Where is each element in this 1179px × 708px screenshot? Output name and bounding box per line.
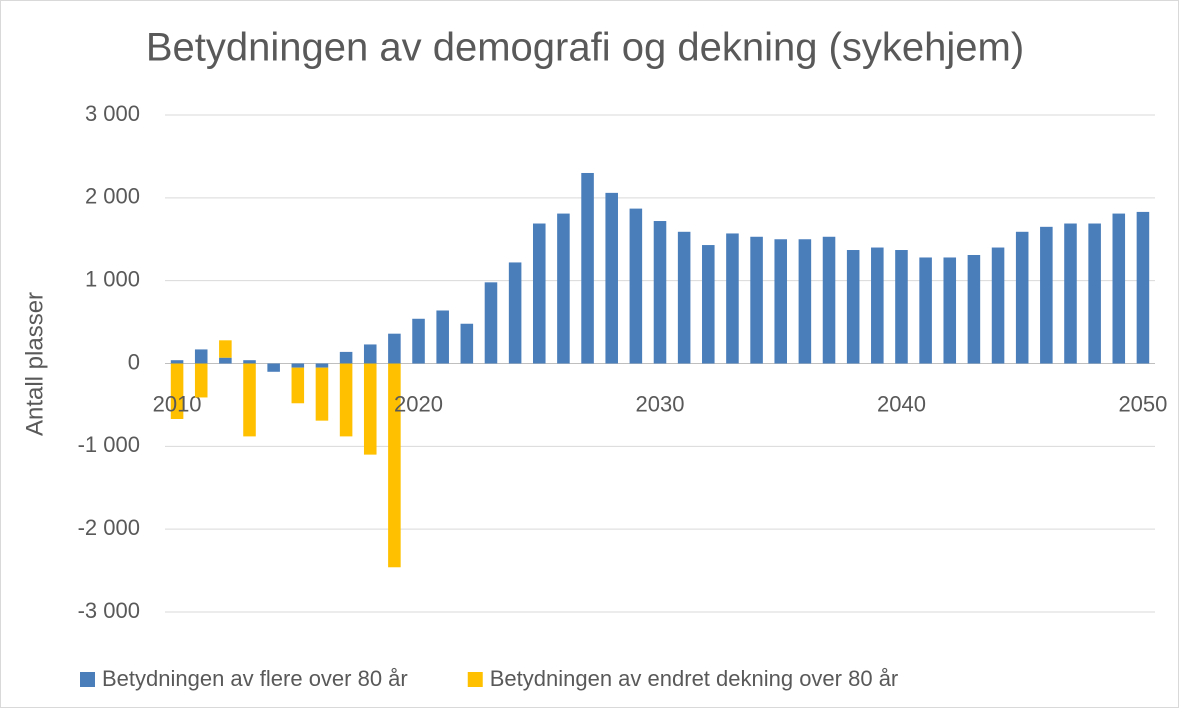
bar	[1112, 213, 1126, 364]
bar	[774, 239, 788, 364]
bar	[484, 282, 498, 364]
bar	[339, 351, 353, 364]
bar	[1040, 226, 1053, 364]
bar	[1015, 231, 1029, 364]
bar	[315, 367, 329, 421]
bar	[436, 310, 449, 364]
bar	[822, 236, 836, 364]
bar	[363, 344, 377, 364]
bar	[219, 340, 232, 358]
legend-label: Betydningen av flere over 80 år	[102, 666, 408, 691]
bar	[532, 223, 546, 364]
bar	[750, 236, 763, 364]
x-tick-label: 2040	[877, 391, 926, 416]
bar	[388, 333, 401, 364]
y-tick-label: 0	[128, 349, 140, 374]
bar	[991, 247, 1005, 364]
bar	[702, 245, 715, 364]
bar	[1088, 223, 1101, 364]
bar	[726, 233, 739, 364]
bar	[943, 257, 957, 364]
y-tick-label: -2 000	[78, 515, 140, 540]
y-tick-label: 1 000	[85, 266, 140, 291]
bar	[508, 262, 522, 364]
bar	[291, 367, 305, 404]
bar	[871, 247, 884, 364]
bar	[363, 363, 377, 455]
bar	[291, 363, 305, 368]
bar	[1064, 223, 1077, 364]
bar	[677, 231, 691, 364]
bar	[339, 363, 353, 437]
bar	[653, 221, 667, 364]
bar	[170, 363, 184, 419]
bar	[267, 363, 280, 372]
x-tick-label: 2050	[1118, 391, 1167, 416]
bar	[243, 363, 256, 437]
bar	[798, 239, 812, 364]
bar	[219, 357, 232, 364]
bar	[243, 360, 256, 364]
bar	[557, 213, 570, 364]
bar	[605, 192, 618, 364]
y-axis-label: Antall plasser	[21, 292, 48, 436]
bar	[846, 250, 860, 364]
legend-label: Betydningen av endret dekning over 80 år	[490, 666, 899, 691]
y-tick-label: -3 000	[78, 598, 140, 623]
bar	[194, 349, 208, 364]
y-tick-label: -1 000	[78, 432, 140, 457]
bar	[629, 208, 643, 364]
legend-swatch	[80, 672, 95, 687]
bar	[412, 318, 425, 364]
bar	[581, 172, 594, 364]
y-tick-label: 2 000	[85, 184, 140, 209]
x-tick-label: 2030	[636, 391, 685, 416]
bar	[460, 323, 474, 364]
chart-title: Betydningen av demografi og dekning (syk…	[146, 26, 1024, 70]
legend-swatch	[467, 672, 483, 687]
bar	[315, 363, 329, 368]
bar	[967, 254, 981, 364]
bar	[388, 363, 401, 568]
x-tick-label: 2010	[153, 391, 202, 416]
bar	[1136, 211, 1150, 364]
x-tick-label: 2020	[394, 391, 443, 416]
bar	[895, 250, 908, 364]
bar	[919, 257, 932, 364]
y-tick-label: 3 000	[85, 101, 140, 126]
bar	[194, 363, 208, 398]
bar	[170, 360, 184, 364]
